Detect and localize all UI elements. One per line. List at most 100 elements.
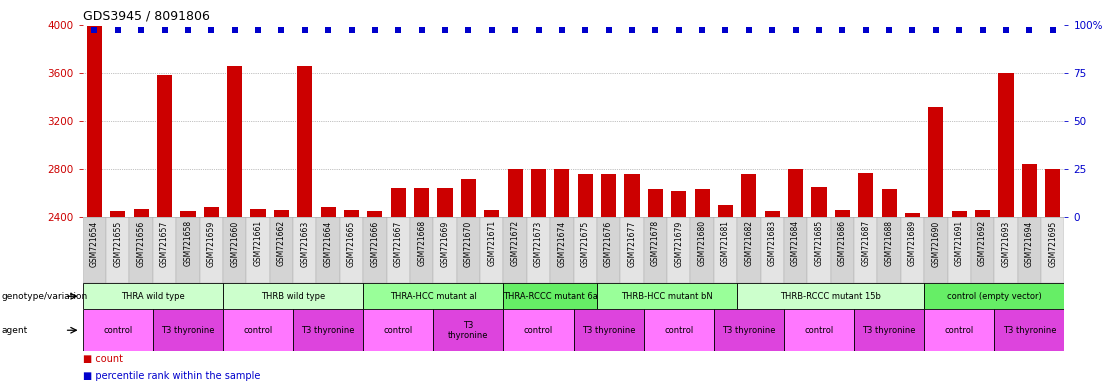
Text: GSM721681: GSM721681: [721, 220, 730, 266]
Bar: [601, 174, 617, 217]
Bar: [133, 209, 149, 217]
Point: [389, 26, 407, 33]
Bar: [994, 309, 1064, 351]
Text: GSM721676: GSM721676: [604, 220, 613, 266]
Text: GSM721666: GSM721666: [371, 220, 379, 266]
Bar: [644, 217, 667, 283]
Point: [203, 26, 221, 33]
Point: [413, 26, 430, 33]
Text: GSM721687: GSM721687: [861, 220, 870, 266]
Text: GSM721695: GSM721695: [1048, 220, 1057, 266]
Bar: [503, 217, 527, 283]
Text: GSM721682: GSM721682: [745, 220, 753, 266]
Point: [717, 26, 735, 33]
Text: GSM721689: GSM721689: [908, 220, 917, 266]
Bar: [901, 217, 924, 283]
Bar: [550, 217, 574, 283]
Text: GSM721694: GSM721694: [1025, 220, 1034, 266]
Text: control: control: [664, 326, 694, 335]
Bar: [83, 283, 223, 309]
Bar: [438, 188, 452, 217]
Point: [366, 26, 384, 33]
Text: GSM721690: GSM721690: [931, 220, 941, 266]
Bar: [340, 217, 363, 283]
Point: [109, 26, 127, 33]
Bar: [321, 207, 335, 217]
Point: [951, 26, 968, 33]
Bar: [624, 174, 640, 217]
Bar: [480, 217, 503, 283]
Bar: [433, 309, 503, 351]
Point: [646, 26, 664, 33]
Bar: [764, 211, 780, 217]
Text: control: control: [804, 326, 834, 335]
Bar: [507, 169, 523, 217]
Point: [810, 26, 827, 33]
Bar: [1046, 169, 1060, 217]
Bar: [714, 309, 784, 351]
Text: THRA-HCC mutant al: THRA-HCC mutant al: [389, 292, 476, 301]
Point: [577, 26, 595, 33]
Text: T3
thyronine: T3 thyronine: [448, 321, 489, 340]
Text: THRA-RCCC mutant 6a: THRA-RCCC mutant 6a: [503, 292, 598, 301]
Point: [857, 26, 875, 33]
Bar: [1041, 217, 1064, 283]
Text: GSM721665: GSM721665: [347, 220, 356, 266]
Text: GSM721660: GSM721660: [231, 220, 239, 266]
Text: GSM721664: GSM721664: [323, 220, 333, 266]
Bar: [1018, 217, 1041, 283]
Bar: [695, 189, 709, 217]
Point: [132, 26, 150, 33]
Bar: [597, 283, 737, 309]
Point: [786, 26, 804, 33]
Bar: [531, 169, 546, 217]
Point: [694, 26, 711, 33]
Bar: [83, 309, 153, 351]
Bar: [363, 283, 503, 309]
Point: [670, 26, 687, 33]
Bar: [410, 217, 433, 283]
Text: GSM721678: GSM721678: [651, 220, 660, 266]
Bar: [741, 174, 757, 217]
Bar: [153, 309, 223, 351]
Point: [296, 26, 313, 33]
Point: [763, 26, 781, 33]
Text: GSM721669: GSM721669: [440, 220, 450, 266]
Point: [834, 26, 852, 33]
Bar: [858, 172, 874, 217]
Text: GSM721658: GSM721658: [183, 220, 192, 266]
Point: [86, 26, 104, 33]
Text: GSM721679: GSM721679: [674, 220, 683, 266]
Bar: [414, 188, 429, 217]
Text: ■ count: ■ count: [83, 354, 122, 364]
Point: [623, 26, 641, 33]
Text: GSM721691: GSM721691: [955, 220, 964, 266]
Bar: [924, 309, 994, 351]
Bar: [831, 217, 854, 283]
Text: GSM721686: GSM721686: [838, 220, 847, 266]
Bar: [503, 309, 574, 351]
Text: T3 thyronine: T3 thyronine: [301, 326, 355, 335]
Text: GSM721667: GSM721667: [394, 220, 403, 266]
Point: [903, 26, 921, 33]
Bar: [555, 169, 569, 217]
Text: GSM721673: GSM721673: [534, 220, 543, 266]
Text: GSM721659: GSM721659: [206, 220, 216, 266]
Text: T3 thyronine: T3 thyronine: [863, 326, 915, 335]
Bar: [881, 189, 897, 217]
Bar: [784, 217, 807, 283]
Bar: [367, 211, 383, 217]
Bar: [87, 26, 101, 217]
Bar: [386, 217, 410, 283]
Point: [600, 26, 618, 33]
Bar: [484, 210, 500, 217]
Bar: [153, 217, 176, 283]
Text: GSM721672: GSM721672: [511, 220, 520, 266]
Text: THRA wild type: THRA wild type: [121, 292, 184, 301]
Text: GSM721693: GSM721693: [1002, 220, 1010, 266]
Bar: [854, 217, 877, 283]
Bar: [204, 207, 218, 217]
Text: GSM721663: GSM721663: [300, 220, 309, 266]
Point: [927, 26, 944, 33]
Text: THRB-RCCC mutant 15b: THRB-RCCC mutant 15b: [780, 292, 881, 301]
